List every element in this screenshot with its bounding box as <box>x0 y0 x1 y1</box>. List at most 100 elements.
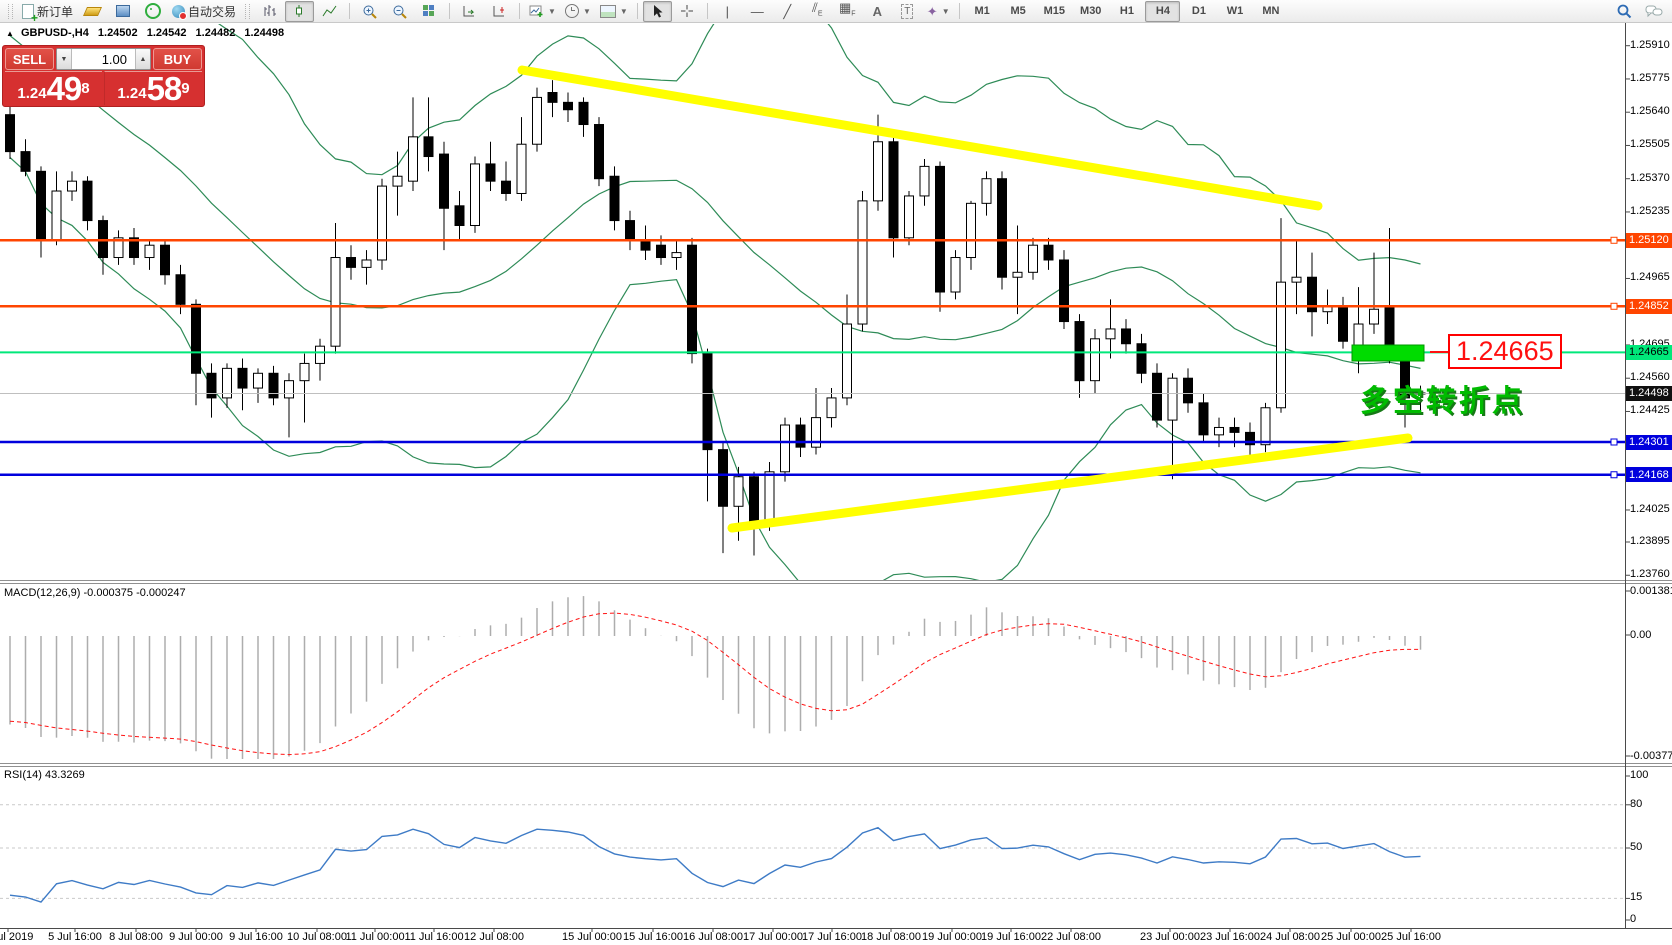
toolbar-separator <box>636 3 638 19</box>
bar-high-value: 1.24542 <box>146 27 187 39</box>
bar-low-value: 1.24482 <box>195 27 236 39</box>
symbol-name: GBPUSD-,H4 <box>20 27 89 39</box>
template-icon <box>599 4 616 18</box>
zoom-out-button[interactable] <box>385 1 414 22</box>
bar-chart-mode-button[interactable] <box>255 1 284 22</box>
toolbar-grip <box>8 3 13 19</box>
gold-ingot-icon <box>83 6 103 16</box>
timeframe-h4-button[interactable]: H4 <box>1145 0 1181 22</box>
candle-chart-mode-button[interactable] <box>285 0 315 22</box>
toolbar-separator <box>349 3 351 19</box>
search-button[interactable] <box>1609 1 1638 22</box>
zoom-in-icon <box>363 5 377 19</box>
equidistant-channel-tool-button[interactable]: ⫽E <box>803 1 832 22</box>
new-order-icon <box>22 3 38 23</box>
timeframe-m30-button[interactable]: M30 <box>1080 5 1102 17</box>
bar-chart-icon <box>264 5 277 16</box>
chat-bubbles-icon <box>1645 5 1662 17</box>
line-chart-icon <box>322 5 337 17</box>
sell-price-display[interactable]: 1.24 49 8 <box>5 71 102 105</box>
buy-price-display[interactable]: 1.24 58 9 <box>104 71 202 105</box>
toolbar-separator <box>519 3 521 19</box>
clock-icon <box>564 4 579 18</box>
channel-icon: ⫽E <box>812 0 823 18</box>
timeframe-m5-button[interactable]: M5 <box>1010 5 1026 17</box>
toolbar-separator <box>706 3 708 19</box>
cursor-icon <box>653 5 663 18</box>
terminal-button[interactable] <box>108 1 137 22</box>
arrows-tool-button[interactable]: ✦ ▼ <box>923 1 954 22</box>
auto-scroll-icon <box>463 6 475 17</box>
fibonacci-icon: ▦F <box>839 0 856 18</box>
buy-price-big: 58 <box>146 70 183 107</box>
toolbar-grip <box>245 3 251 19</box>
vertical-line-icon: | <box>725 3 729 19</box>
bar-open-value: 1.24502 <box>97 27 138 39</box>
fibonacci-tool-button[interactable]: ▦F <box>833 1 862 22</box>
new-order-label: 新订单 <box>37 4 74 19</box>
auto-trading-label: 自动交易 <box>188 4 237 19</box>
dropdown-caret-icon: ▼ <box>619 6 628 16</box>
timeframe-w1-button[interactable]: W1 <box>1226 5 1244 17</box>
text-icon: A <box>872 3 882 19</box>
chart-shift-button[interactable] <box>485 1 514 22</box>
volume-stepper: ▼ 1.00 ▲ <box>56 48 151 70</box>
horizontal-line-tool-button[interactable]: — <box>743 1 772 22</box>
buy-button[interactable]: BUY <box>153 48 202 70</box>
collapse-arrow-icon[interactable]: ▲ <box>6 29 14 38</box>
tile-windows-button[interactable] <box>415 1 444 22</box>
volume-decrease-button[interactable]: ▼ <box>57 49 72 69</box>
sell-price-big: 49 <box>46 70 83 107</box>
bar-close-value: 1.24498 <box>244 27 285 39</box>
auto-trading-icon <box>172 4 188 20</box>
toolbar-separator <box>449 3 451 19</box>
toolbar-separator <box>958 3 960 19</box>
dropdown-caret-icon: ▼ <box>548 6 556 16</box>
buy-price-frac: 1.24 <box>117 85 147 102</box>
search-icon <box>1617 4 1631 19</box>
crosshair-tool-button[interactable] <box>673 1 702 22</box>
timeframe-m1-button[interactable]: M1 <box>974 5 990 17</box>
tile-windows-icon <box>423 4 436 18</box>
signals-button[interactable] <box>138 1 167 22</box>
new-chart-button[interactable]: ▼ <box>525 1 560 22</box>
timeframe-m15-button[interactable]: M15 <box>1043 5 1066 17</box>
candlestick-icon <box>296 5 303 17</box>
sell-button[interactable]: SELL <box>5 48 54 70</box>
vertical-line-tool-button[interactable]: | <box>713 1 742 22</box>
chart-shift-icon <box>493 6 505 17</box>
text-label-icon: T <box>901 3 914 19</box>
timeframe-mn-button[interactable]: MN <box>1262 5 1280 17</box>
text-tool-button[interactable]: A <box>863 1 892 22</box>
market-watch-button[interactable] <box>78 1 107 22</box>
trendline-tool-button[interactable]: ╱ <box>773 1 802 22</box>
dropdown-caret-icon: ▼ <box>941 6 950 16</box>
new-chart-icon <box>529 5 543 17</box>
volume-increase-button[interactable]: ▲ <box>135 49 150 69</box>
text-label-tool-button[interactable]: T <box>893 1 922 22</box>
dropdown-caret-icon: ▼ <box>582 6 591 16</box>
zoom-in-button[interactable] <box>355 1 384 22</box>
new-order-button[interactable]: 新订单 <box>18 1 77 23</box>
period-button[interactable]: ▼ <box>561 1 595 22</box>
timeframe-d1-button[interactable]: D1 <box>1191 5 1206 17</box>
main-toolbar: 新订单 自动交易 ▼ ▼ ▼ <box>0 0 1672 23</box>
terminal-icon <box>115 5 130 17</box>
sell-price-frac: 1.24 <box>17 85 47 102</box>
horizontal-line-icon: — <box>750 3 764 19</box>
timeframe-h1-button[interactable]: H1 <box>1119 5 1134 17</box>
sell-price-sup: 8 <box>81 80 90 97</box>
crosshair-icon <box>681 5 694 17</box>
volume-input[interactable]: 1.00 <box>101 51 127 67</box>
signal-icon <box>144 3 161 19</box>
trendline-icon: ╱ <box>783 3 792 19</box>
auto-scroll-button[interactable] <box>455 1 484 22</box>
one-click-trading-panel: SELL ▼ 1.00 ▲ BUY 1.24 49 8 1.24 58 9 <box>2 45 205 107</box>
template-button[interactable]: ▼ <box>596 1 632 22</box>
cursor-tool-button[interactable] <box>642 0 672 22</box>
buy-price-sup: 9 <box>181 80 190 97</box>
chat-button[interactable] <box>1639 1 1668 22</box>
line-chart-mode-button[interactable] <box>315 1 344 22</box>
auto-trading-button[interactable]: 自动交易 <box>168 1 240 22</box>
